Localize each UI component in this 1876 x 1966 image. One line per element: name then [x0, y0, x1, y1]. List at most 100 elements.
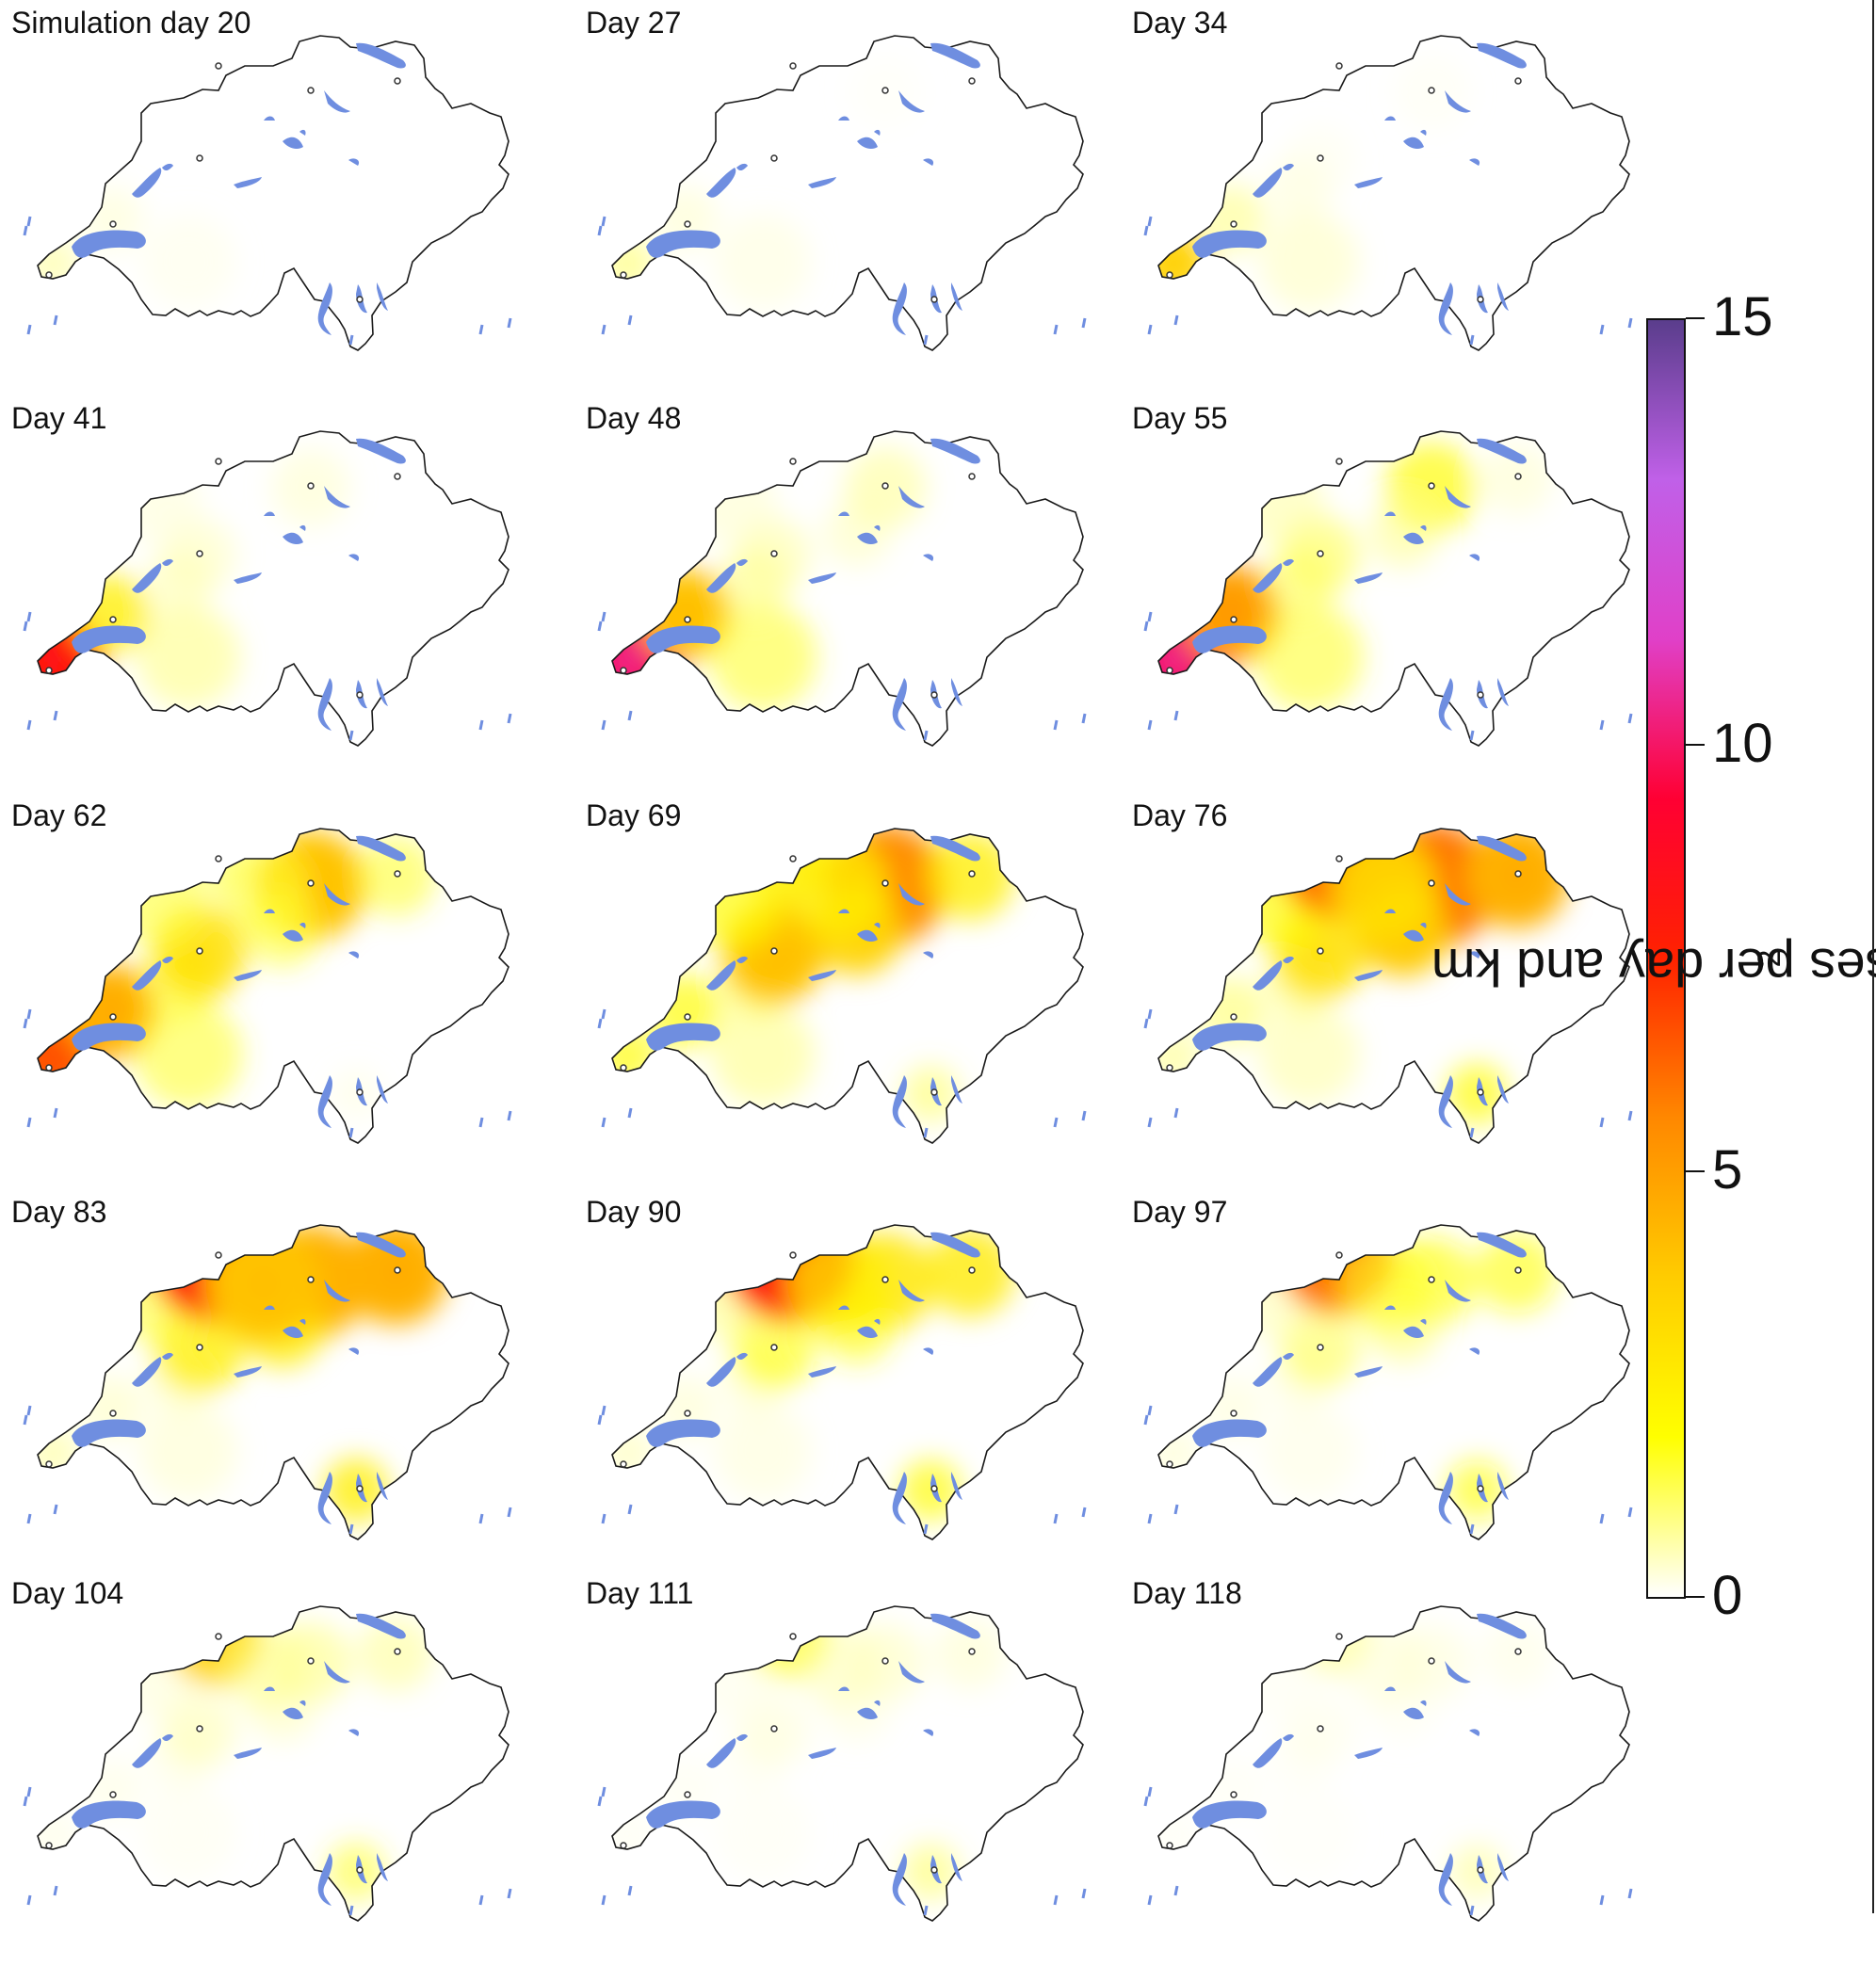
lake [234, 177, 262, 188]
lake [132, 1738, 162, 1768]
city-marker [770, 1725, 778, 1732]
river-fragment [597, 1414, 603, 1426]
city-marker [1514, 1648, 1522, 1655]
city-marker [968, 473, 976, 480]
river-fragment [507, 317, 512, 329]
lake [736, 1733, 748, 1742]
city-marker [1514, 1266, 1522, 1274]
lake [1477, 438, 1527, 464]
map-panel: Day 69 [574, 793, 1121, 1188]
city-marker [196, 154, 203, 162]
river-fragment [1173, 314, 1179, 326]
city-marker [45, 271, 53, 279]
city-marker [881, 1276, 889, 1283]
city-marker [770, 550, 778, 557]
lake [1283, 1733, 1294, 1742]
river-fragment [53, 710, 58, 721]
river-fragment [1147, 719, 1153, 731]
city-marker [620, 1842, 627, 1849]
lake [1354, 1366, 1383, 1378]
lake [1445, 1280, 1471, 1302]
hotspot-aargau [1337, 1236, 1431, 1330]
hotspot-core-geneva [1164, 254, 1183, 273]
map-panel: Day 41 [0, 395, 546, 791]
city-marker [356, 1866, 364, 1874]
lake [1384, 116, 1396, 121]
lake [348, 1729, 360, 1736]
colorbar-tick [1686, 744, 1705, 746]
lake [930, 1232, 980, 1258]
lake [1497, 1472, 1509, 1500]
city-marker [307, 879, 315, 887]
hotspot-ticino [326, 1842, 386, 1902]
lake [706, 563, 736, 593]
lake [874, 129, 881, 136]
river-fragment [53, 1107, 58, 1119]
river-fragment [1599, 719, 1605, 731]
hotspot-valais [139, 1402, 237, 1500]
lake [736, 1352, 748, 1361]
lake [808, 970, 836, 981]
city-marker [1317, 1725, 1324, 1732]
river-fragment [1627, 713, 1633, 724]
hotspot-valais [134, 1000, 243, 1109]
city-marker [968, 870, 976, 878]
river-fragment [478, 324, 484, 335]
river-fragment [601, 324, 606, 335]
country-border [1157, 828, 1630, 1144]
city-marker [1335, 1251, 1343, 1259]
city-marker [1230, 220, 1237, 228]
lake [1384, 511, 1396, 516]
hotspot-valais [1261, 1403, 1357, 1499]
lake [1283, 1352, 1294, 1361]
river-fragment [923, 1905, 929, 1916]
switzerland-map [23, 828, 512, 1144]
hotspot-core-geneva [618, 650, 637, 669]
map-panel: Day 62 [0, 793, 546, 1188]
lake [264, 116, 275, 121]
hotspot-ticino [330, 1068, 382, 1120]
lake [317, 1853, 332, 1906]
colorbar-tick-label: 0 [1712, 1565, 1743, 1626]
city-marker [45, 1842, 53, 1849]
colorbar-tick [1686, 1596, 1705, 1598]
lake [808, 177, 836, 188]
city-marker [968, 1648, 976, 1655]
lake [317, 1472, 332, 1524]
lake [646, 230, 720, 258]
hotspot-lucerne [823, 499, 891, 567]
city-marker [1428, 482, 1435, 490]
switzerland-map [597, 35, 1087, 351]
lake [706, 960, 736, 991]
switzerland-map [1143, 430, 1633, 747]
map-grid: Simulation day 20 Day 27 Day 34 Day 41 Day 4… [0, 6, 1633, 1922]
river-fragment [348, 334, 354, 346]
switzerland-map [597, 828, 1087, 1144]
city-marker [684, 1013, 691, 1021]
river-fragment [601, 216, 606, 227]
hotspot-aargau [786, 1232, 890, 1335]
river-fragment [1599, 324, 1605, 335]
hotspot-jura [1237, 460, 1324, 547]
city-marker [215, 1251, 222, 1259]
river-fragment [507, 713, 512, 724]
river-fragment [1147, 216, 1153, 227]
lake [317, 678, 332, 731]
map-panel: Day 83 [0, 1189, 546, 1585]
city-marker [684, 616, 691, 623]
lake [1403, 1707, 1424, 1719]
lake [1469, 1347, 1480, 1355]
lake [1445, 90, 1471, 113]
city-marker [1477, 1485, 1484, 1492]
lake [1469, 951, 1480, 959]
lake [930, 42, 980, 69]
river-fragment [1469, 1905, 1475, 1916]
lake [736, 956, 748, 964]
hotspot-geneva [612, 234, 656, 293]
city-marker [394, 77, 401, 85]
lake [377, 1075, 388, 1104]
lake [838, 1686, 849, 1691]
lake [264, 1305, 275, 1310]
country-border [37, 828, 509, 1144]
city-marker [196, 1344, 203, 1351]
